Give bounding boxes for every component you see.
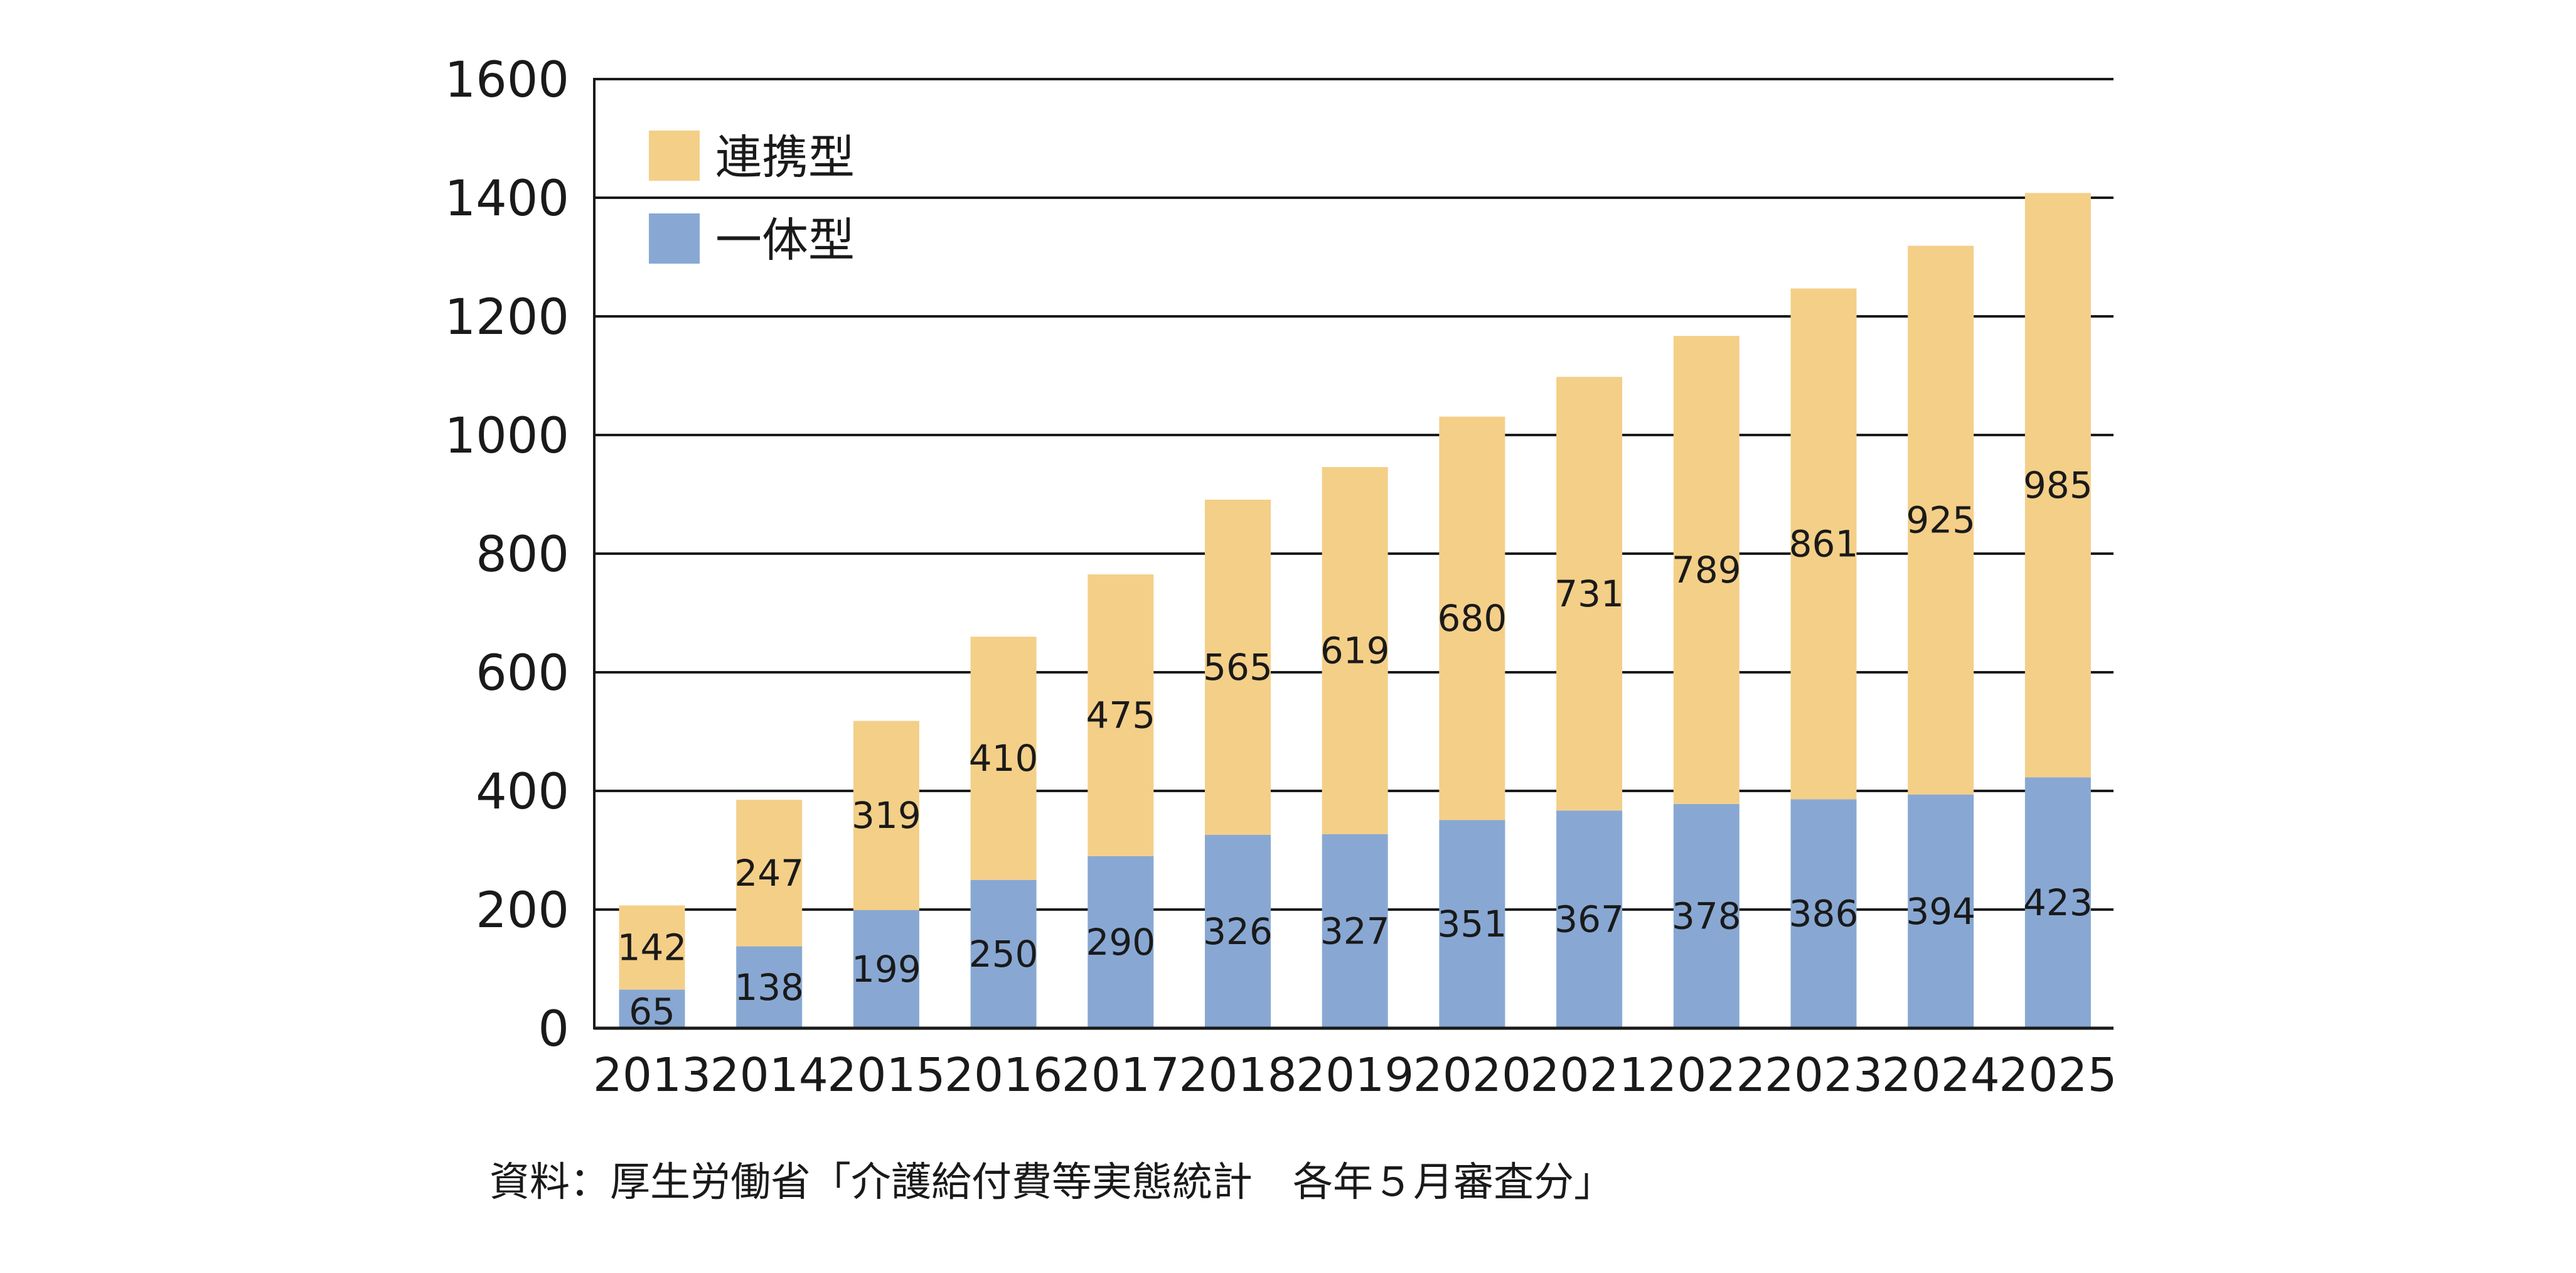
y-tick-600: 600 (476, 645, 569, 702)
y-tick-1400: 1400 (444, 171, 569, 227)
data-label-renkei-2015: 319 (852, 794, 921, 837)
x-tick-2020: 2020 (1413, 1048, 1531, 1102)
data-label-ittai-2013: 65 (629, 991, 675, 1033)
data-label-renkei-2023: 861 (1789, 522, 1859, 565)
data-label-renkei-2019: 619 (1320, 630, 1390, 672)
bar-ittai-2016 (970, 879, 1037, 1028)
bar-ittai-2022 (1673, 803, 1740, 1028)
bar-renkei-2024 (1908, 245, 1974, 795)
x-tick-2021: 2021 (1530, 1048, 1648, 1102)
data-label-renkei-2014: 247 (734, 852, 804, 894)
y-tick-labels: 0 200 400 600 800 1000 1200 1400 1600 (444, 52, 569, 1058)
bar-renkei-2018 (1205, 500, 1271, 835)
data-label-ittai-2016: 250 (969, 933, 1039, 975)
bar-ittai-2024 (1908, 794, 1974, 1028)
x-tick-2014: 2014 (710, 1048, 828, 1102)
bar-renkei-2014 (736, 800, 803, 947)
x-tick-2017: 2017 (1062, 1048, 1180, 1102)
data-label-renkei-2013: 142 (617, 926, 687, 969)
data-label-ittai-2019: 327 (1320, 910, 1390, 952)
y-tick-200: 200 (476, 883, 569, 939)
data-label-ittai-2018: 326 (1203, 910, 1273, 953)
y-tick-400: 400 (476, 764, 569, 820)
data-label-ittai-2021: 367 (1554, 898, 1624, 941)
data-labels: 65 142 138 247 199 319 250 410 290 475 326 565 327 61… (617, 464, 2093, 1033)
x-tick-2015: 2015 (827, 1048, 945, 1102)
y-tick-1600: 1600 (444, 52, 569, 109)
x-tick-2019: 2019 (1296, 1048, 1414, 1102)
x-tick-2013: 2013 (593, 1048, 711, 1102)
bar-ittai-2019 (1322, 834, 1388, 1028)
bar-renkei-2015 (853, 721, 919, 910)
bar-renkei-2013 (619, 905, 685, 990)
data-label-ittai-2020: 351 (1438, 903, 1507, 945)
x-tick-2016: 2016 (944, 1048, 1062, 1102)
y-tick-1000: 1000 (444, 408, 569, 465)
x-tick-2024: 2024 (1882, 1048, 2000, 1102)
data-label-ittai-2014: 138 (734, 966, 804, 1009)
bar-renkei-2021 (1556, 377, 1623, 811)
bar-renkei-2023 (1790, 288, 1857, 800)
data-label-renkei-2017: 475 (1086, 694, 1155, 737)
x-tick-labels: 2013201420152016201720182019202020212022… (593, 1048, 2117, 1102)
x-tick-2023: 2023 (1765, 1048, 1883, 1102)
data-label-ittai-2025: 423 (2023, 881, 2093, 924)
data-label-renkei-2016: 410 (969, 737, 1039, 780)
x-tick-2025: 2025 (1999, 1048, 2117, 1102)
bar-ittai-2013 (619, 989, 685, 1028)
bar-ittai-2025 (2024, 777, 2091, 1028)
data-label-renkei-2025: 985 (2023, 464, 2093, 507)
x-tick-2018: 2018 (1178, 1048, 1296, 1102)
data-label-ittai-2024: 394 (1906, 890, 1975, 933)
legend-swatch-ittai (649, 213, 700, 264)
data-label-renkei-2024: 925 (1906, 499, 1975, 542)
legend-label-ittai: 一体型 (715, 213, 855, 267)
bar-renkei-2025 (2024, 193, 2091, 778)
bar-renkei-2022 (1673, 336, 1740, 804)
data-label-renkei-2022: 789 (1672, 549, 1741, 591)
data-label-renkei-2020: 680 (1438, 597, 1507, 640)
data-label-ittai-2023: 386 (1789, 893, 1859, 935)
source-note: 資料：厚生労働省「介護給付費等実態統計 各年５月審査分」 (489, 1159, 1614, 1206)
legend-swatch-renkei (649, 131, 700, 181)
bar-ittai-2021 (1556, 810, 1623, 1028)
x-tick-2022: 2022 (1647, 1048, 1765, 1102)
data-label-renkei-2018: 565 (1203, 646, 1273, 689)
y-tick-0: 0 (538, 1001, 569, 1058)
y-tick-1200: 1200 (444, 289, 569, 346)
bar-ittai-2023 (1790, 799, 1857, 1028)
y-tick-800: 800 (476, 527, 569, 583)
legend-label-renkei: 連携型 (715, 131, 855, 185)
data-label-ittai-2017: 290 (1086, 921, 1155, 964)
bar-ittai-2020 (1439, 820, 1505, 1028)
bar-ittai-2017 (1088, 856, 1154, 1028)
bar-ittai-2014 (736, 946, 803, 1028)
bar-renkei-2020 (1439, 416, 1505, 820)
bar-renkei-2016 (970, 636, 1037, 880)
data-label-ittai-2022: 378 (1672, 894, 1741, 937)
data-label-renkei-2021: 731 (1554, 572, 1624, 615)
data-label-ittai-2015: 199 (852, 948, 921, 991)
bar-renkei-2017 (1088, 574, 1154, 856)
bar-ittai-2015 (853, 910, 919, 1028)
bar-ittai-2018 (1205, 834, 1271, 1028)
bars (619, 193, 2091, 1028)
axes (593, 78, 2114, 1030)
bar-renkei-2019 (1322, 467, 1388, 834)
